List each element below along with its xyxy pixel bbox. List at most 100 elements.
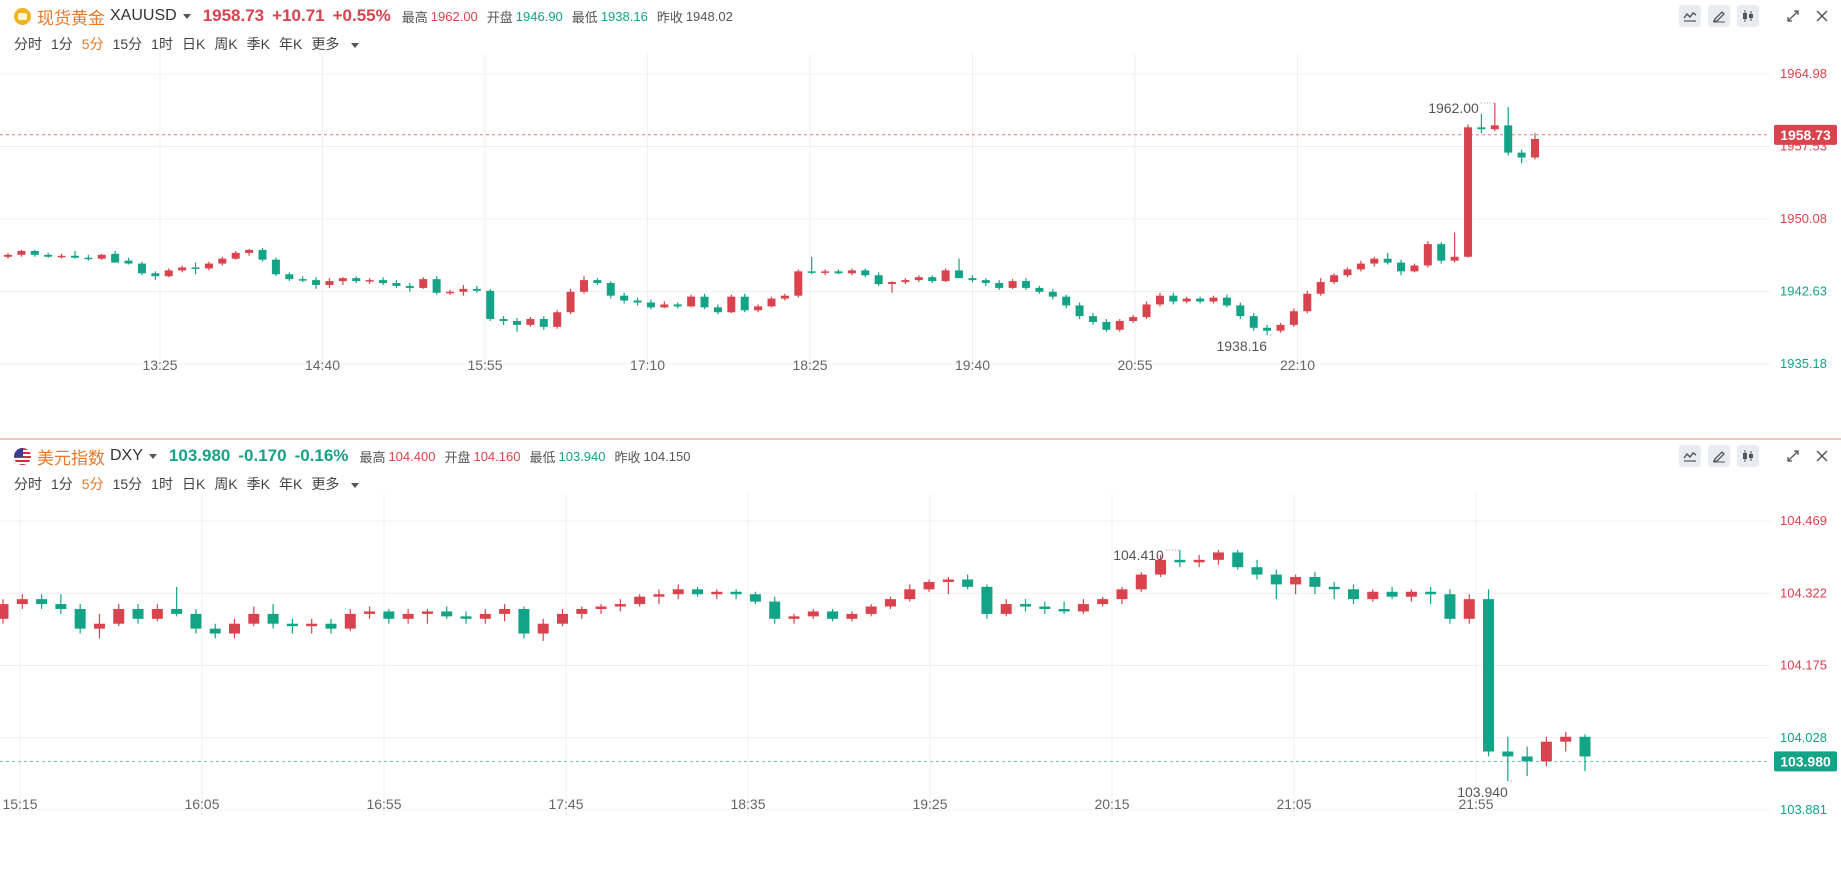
candle-body	[1232, 552, 1244, 568]
more-periods-button[interactable]: 更多	[311, 474, 368, 494]
candle-body	[55, 604, 67, 609]
candle	[579, 276, 588, 294]
tab-period-0[interactable]: 分时	[14, 36, 42, 52]
candle-body	[1504, 125, 1513, 153]
candle	[865, 604, 877, 617]
candle-body	[1020, 604, 1032, 607]
candle-body	[1490, 125, 1499, 130]
candle	[749, 591, 761, 605]
symbol-dropdown-icon[interactable]	[148, 453, 157, 459]
x-tick-label: 22:10	[1280, 357, 1315, 373]
tab-period-1[interactable]: 1分	[51, 476, 73, 492]
candle-body	[1328, 586, 1340, 590]
candle-body	[1000, 604, 1012, 614]
tab-period-7[interactable]: 季K	[246, 476, 270, 492]
candle-body	[151, 273, 160, 277]
gold-candlestick-chart[interactable]: 1964.981957.531950.081942.631935.1813:25…	[0, 54, 1841, 438]
candle-body	[1077, 604, 1089, 612]
candle	[606, 281, 615, 299]
expand-icon[interactable]	[1782, 445, 1804, 467]
tab-period-6[interactable]: 周K	[214, 36, 238, 52]
candle	[1182, 296, 1191, 304]
candle	[459, 284, 468, 296]
symbol-code[interactable]: DXY	[110, 447, 143, 464]
candle-body	[923, 581, 935, 590]
tab-period-3[interactable]: 15分	[112, 36, 143, 52]
expand-icon[interactable]	[1782, 5, 1804, 27]
tab-period-8[interactable]: 年K	[279, 36, 303, 52]
tab-period-6[interactable]: 周K	[214, 476, 238, 492]
tab-period-4[interactable]: 1时	[151, 476, 173, 492]
tab-period-5[interactable]: 日K	[181, 36, 206, 52]
candle	[258, 248, 267, 262]
tab-period-7[interactable]: 季K	[246, 36, 270, 52]
tab-period-2[interactable]: 5分	[81, 476, 104, 492]
candle	[1236, 302, 1245, 320]
candle	[204, 261, 213, 271]
chevron-down-icon	[351, 42, 360, 48]
candle-body	[754, 306, 763, 311]
close-icon[interactable]	[1811, 5, 1833, 27]
candle-body	[421, 611, 433, 614]
line-chart-icon[interactable]	[1679, 445, 1701, 467]
candle-body	[730, 591, 742, 595]
period-tabs: 分时 1分 5分 15分 1时 日K 周K 季K 年K 更多	[14, 34, 377, 54]
candle	[767, 296, 776, 308]
candle	[962, 574, 974, 590]
tab-period-3[interactable]: 15分	[112, 476, 143, 492]
tab-period-4[interactable]: 1时	[151, 36, 173, 52]
candle	[861, 268, 870, 278]
candlestick-icon[interactable]	[1737, 445, 1759, 467]
candle-body	[788, 616, 800, 619]
candle-body	[1035, 287, 1044, 292]
candle-body	[218, 258, 227, 264]
candle-body	[379, 280, 388, 284]
draw-pen-icon[interactable]	[1708, 5, 1730, 27]
candle	[646, 299, 655, 310]
candle	[537, 618, 549, 641]
candle-body	[364, 611, 376, 614]
tab-period-0[interactable]: 分时	[14, 476, 42, 492]
candle-body	[1531, 139, 1539, 158]
candle	[1077, 599, 1089, 614]
candle-body	[1464, 127, 1473, 257]
candle-body	[1316, 282, 1325, 294]
symbol-name: 美元指数	[37, 448, 105, 468]
candle-body	[1209, 297, 1218, 302]
candle	[84, 254, 93, 261]
candle-body	[352, 278, 361, 282]
dxy-panel: 美元指数 DXY 103.980 -0.170 -0.16% 最高 104.40…	[0, 440, 1841, 884]
tab-period-8[interactable]: 年K	[279, 476, 303, 492]
candlestick-icon[interactable]	[1737, 5, 1759, 27]
draw-pen-icon[interactable]	[1708, 445, 1730, 467]
candle	[687, 294, 696, 308]
candle	[190, 608, 202, 634]
candle	[1193, 554, 1205, 568]
symbol-code[interactable]: XAUUSD	[110, 7, 177, 24]
candle	[1249, 313, 1258, 331]
candle	[769, 596, 781, 624]
candle	[711, 589, 723, 600]
candle	[518, 606, 530, 639]
candle-body	[834, 271, 843, 274]
tab-period-2[interactable]: 5分	[81, 36, 104, 52]
candle	[1367, 589, 1379, 602]
tab-period-5[interactable]: 日K	[181, 476, 206, 492]
candle	[151, 604, 163, 622]
panel-divider[interactable]	[0, 438, 1841, 440]
symbol-dropdown-icon[interactable]	[182, 13, 191, 19]
candle	[30, 249, 39, 257]
more-periods-button[interactable]: 更多	[311, 34, 368, 54]
candle	[1347, 584, 1359, 605]
close-icon[interactable]	[1811, 445, 1833, 467]
candle-body	[1343, 269, 1352, 276]
line-chart-icon[interactable]	[1679, 5, 1701, 27]
candle-body	[780, 295, 789, 299]
candle-body	[1370, 258, 1379, 264]
candle-body	[807, 611, 819, 617]
dxy-candlestick-chart[interactable]: 104.469 104.322 104.175 104.028 103.881 15:15…	[0, 494, 1841, 884]
candle	[1579, 734, 1591, 772]
candle-body	[606, 283, 615, 296]
candle	[1316, 278, 1325, 296]
tab-period-1[interactable]: 1分	[51, 36, 73, 52]
